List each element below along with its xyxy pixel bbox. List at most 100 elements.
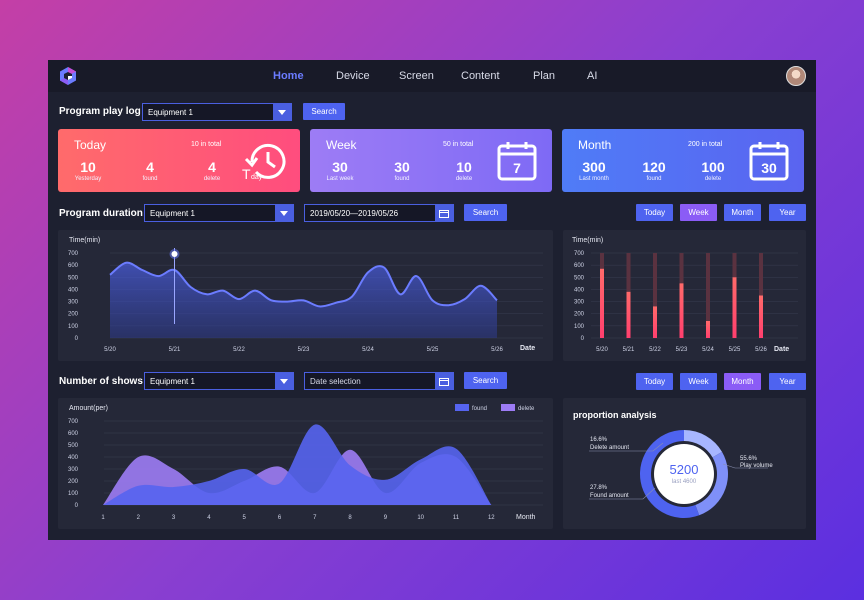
- y-tick-label: 300: [574, 300, 585, 306]
- select-value: Equipment 1: [150, 377, 195, 386]
- today-card: Today 10 in total 10 Yesterday 4 found 4…: [58, 129, 300, 192]
- shows-equipment-select[interactable]: Equipment 1: [144, 372, 294, 390]
- duration-search-button[interactable]: Search: [464, 204, 507, 221]
- stat-label: found: [646, 176, 662, 182]
- donut-slice: [684, 430, 723, 458]
- nav-plan[interactable]: Plan: [533, 70, 556, 82]
- stat-value: 100: [701, 159, 725, 175]
- x-tick-label: 10: [417, 515, 424, 521]
- x-tick-label: 5/24: [702, 347, 714, 353]
- period-month-button[interactable]: Month: [724, 204, 761, 221]
- period-today-button[interactable]: Today: [636, 373, 673, 390]
- y-axis-label: Time(min): [572, 237, 603, 244]
- period-year-button[interactable]: Year: [769, 373, 806, 390]
- x-tick-label: 5/20: [596, 347, 608, 353]
- date-placeholder: Date selection: [310, 377, 361, 386]
- donut-center-label: last 4600: [671, 479, 697, 485]
- play-percent: 55.6%: [740, 456, 758, 462]
- delete-label: Delete amount: [590, 445, 630, 451]
- card-title: Week: [326, 138, 357, 152]
- x-tick-label: 5/22: [649, 347, 661, 353]
- bar-background: [706, 253, 710, 338]
- duration-bar-chart: 0 100 200 300 400 500 600 700 Time(min) Date 5/20 5…: [572, 237, 798, 353]
- calendar-small-icon[interactable]: [435, 373, 453, 389]
- month-card: Month 200 in total 300 Last month 120 fo…: [562, 129, 804, 192]
- avatar[interactable]: [786, 66, 806, 86]
- duration-area-chart-panel: 0 100 200 300 400 500 600 700 Time(min) Date 5/20 5…: [58, 230, 553, 361]
- x-tick-label: 5/26: [755, 347, 767, 353]
- y-axis-label: Amount(per): [69, 405, 108, 412]
- duration-title: Program duration: [59, 208, 143, 219]
- y-tick-label: 100: [68, 324, 79, 330]
- duration-date-range-input[interactable]: 2019/05/20—2019/05/26: [304, 204, 454, 222]
- y-tick-label: 600: [574, 263, 585, 269]
- x-tick-label: 7: [313, 515, 317, 521]
- period-week-button[interactable]: Week: [680, 373, 717, 390]
- nav-content[interactable]: Content: [461, 70, 500, 82]
- x-tick-label: 8: [348, 515, 352, 521]
- nav-screen[interactable]: Screen: [399, 70, 434, 82]
- x-tick-label: 5/23: [676, 347, 688, 353]
- play-log-search-button[interactable]: Search: [303, 103, 345, 120]
- y-tick-label: 400: [574, 287, 585, 293]
- x-tick-label: 5/21: [169, 347, 181, 353]
- calendar-small-icon[interactable]: [435, 205, 453, 221]
- card-total: 50 in total: [443, 141, 474, 148]
- chevron-down-icon: [275, 205, 293, 221]
- x-tick-label: 6: [278, 515, 282, 521]
- nav-home[interactable]: Home: [273, 70, 304, 82]
- shows-date-input[interactable]: Date selection: [304, 372, 454, 390]
- found-label: Found amount: [590, 493, 629, 499]
- stat-value: 30: [332, 159, 348, 175]
- x-tick-label: 5/23: [298, 347, 310, 353]
- card-title: Today: [74, 138, 107, 152]
- leader-line: [589, 487, 656, 500]
- x-tick-label: 4: [207, 515, 211, 521]
- y-tick-label: 0: [581, 336, 585, 342]
- play-log-equipment-select[interactable]: Equipment 1: [142, 103, 292, 121]
- period-month-button[interactable]: Month: [724, 373, 761, 390]
- y-tick-label: 700: [68, 251, 79, 257]
- nav-ai[interactable]: AI: [587, 70, 598, 82]
- play-log-title: Program play log: [59, 106, 141, 117]
- y-tick-label: 200: [68, 312, 79, 318]
- today-history-icon: T day: [242, 143, 286, 182]
- week-card: Week 50 in total 30 Last week 30 found 1…: [310, 129, 552, 192]
- period-today-button[interactable]: Today: [636, 204, 673, 221]
- legend-label-delete: delete: [518, 406, 535, 412]
- stat-value: 10: [456, 159, 472, 175]
- x-tick-label: 5/25: [729, 347, 741, 353]
- card-title: Month: [578, 138, 612, 152]
- card-total: 10 in total: [191, 141, 222, 148]
- duration-equipment-select[interactable]: Equipment 1: [144, 204, 294, 222]
- period-year-button[interactable]: Year: [769, 204, 806, 221]
- today-icon-text: day: [251, 174, 263, 181]
- stat-value: 10: [80, 159, 96, 175]
- logo-icon[interactable]: [58, 66, 78, 86]
- shows-search-button[interactable]: Search: [464, 372, 507, 389]
- donut-slice: [640, 430, 700, 518]
- date-range-value: 2019/05/20—2019/05/26: [310, 209, 399, 218]
- bar: [600, 268, 604, 338]
- duration-area-chart: 0 100 200 300 400 500 600 700 Time(min) Date 5/20 5…: [68, 237, 543, 353]
- area-fill: [110, 262, 497, 338]
- y-tick-label: 0: [75, 336, 79, 342]
- donut-slice: [695, 451, 728, 516]
- x-tick-label: 5/20: [104, 347, 116, 353]
- bar: [653, 306, 657, 338]
- bar: [759, 295, 763, 338]
- x-tick-label: 12: [488, 515, 495, 521]
- shows-title: Number of shows: [59, 376, 143, 387]
- select-value: Equipment 1: [150, 209, 195, 218]
- nav-device[interactable]: Device: [336, 70, 370, 82]
- play-label: Play volume: [740, 463, 773, 469]
- proportion-donut-chart: [589, 430, 768, 518]
- period-week-button[interactable]: Week: [680, 204, 717, 221]
- bar: [732, 277, 737, 338]
- stat-value: 120: [642, 159, 666, 175]
- y-tick-label: 700: [68, 419, 79, 425]
- x-axis-label: Date: [520, 345, 535, 352]
- dashboard-app: Home Device Screen Content Plan AI Progr…: [48, 60, 816, 540]
- leader-line: [589, 442, 664, 452]
- card-total: 200 in total: [688, 141, 723, 148]
